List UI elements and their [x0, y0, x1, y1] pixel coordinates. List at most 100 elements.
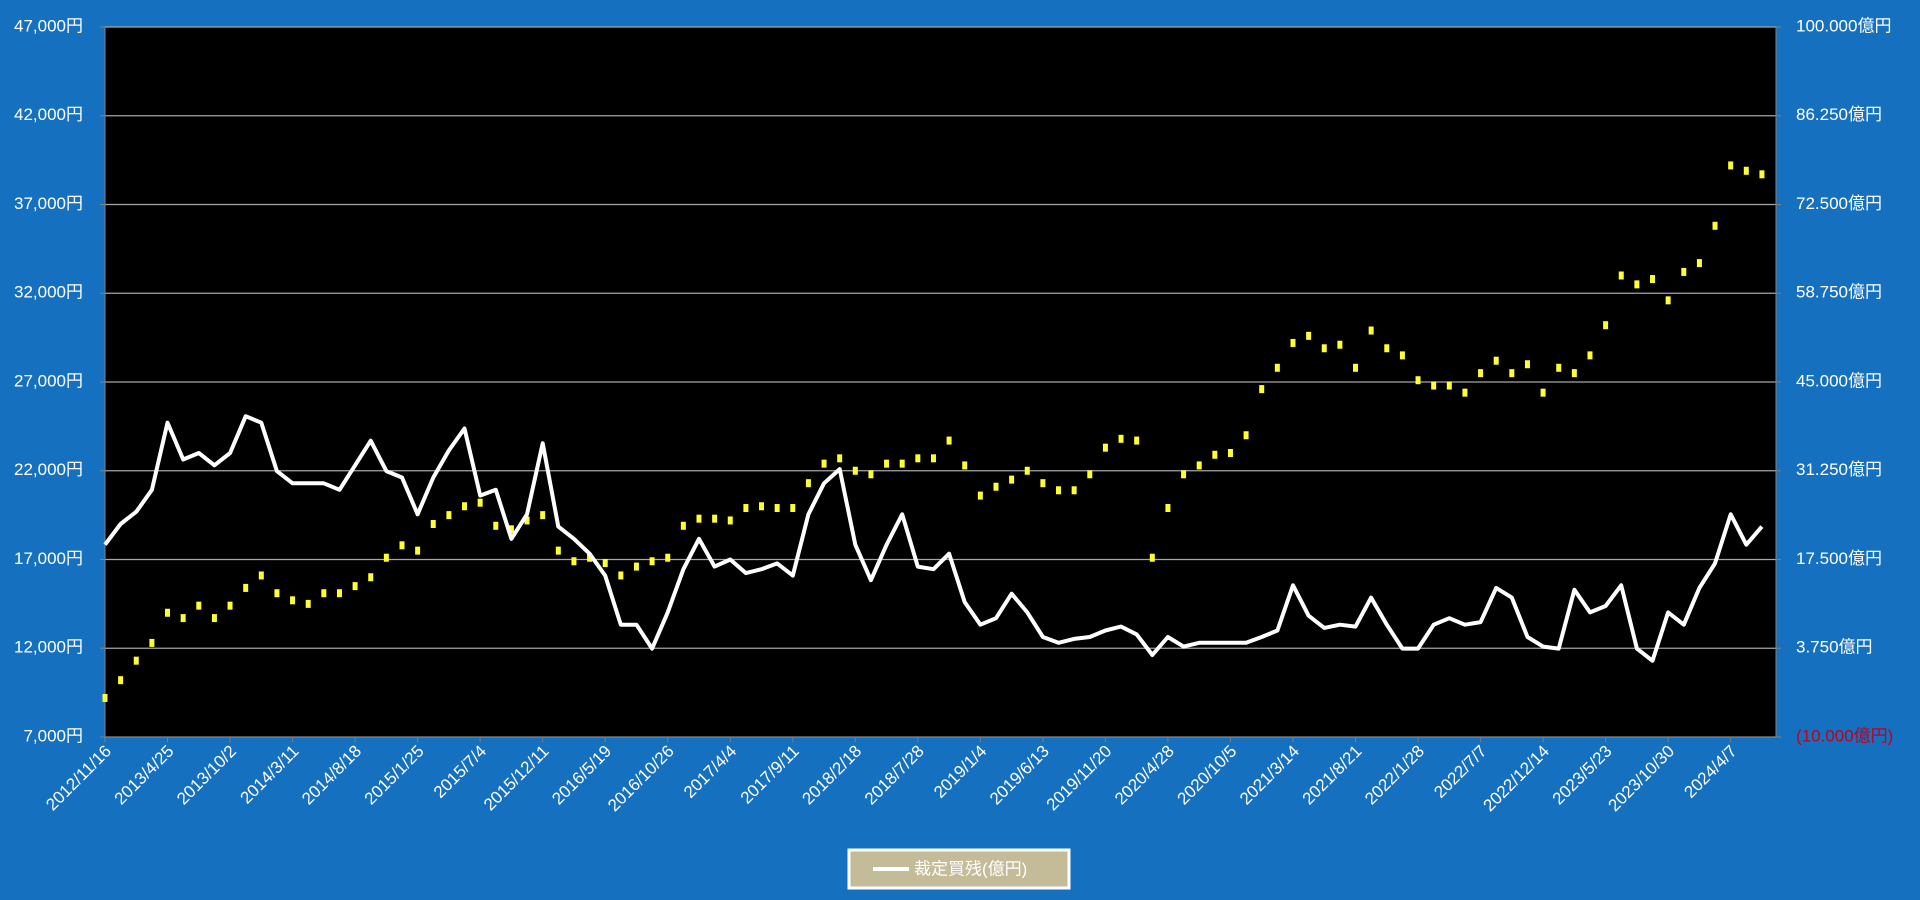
series-point	[1181, 470, 1187, 479]
y-tick-label: 27,000円	[14, 371, 83, 390]
x-tick-label: 2022/12/14	[1479, 742, 1553, 816]
series-point	[1759, 170, 1765, 179]
series-point	[915, 454, 921, 463]
series-point	[805, 479, 811, 488]
x-tick-label: 2021/3/14	[1236, 742, 1303, 809]
y2-tick-label: 100.000億円	[1796, 16, 1891, 35]
series-point	[837, 454, 843, 463]
series-point	[196, 601, 202, 610]
series-point	[1462, 388, 1468, 397]
series-point	[1196, 461, 1202, 470]
series-point	[555, 546, 561, 555]
y-tick-label: 32,000円	[14, 283, 83, 302]
series-point	[1118, 434, 1124, 443]
series-point	[1353, 363, 1359, 372]
series-point	[1384, 344, 1390, 353]
x-tick-label: 2024/4/7	[1680, 742, 1740, 802]
series-point	[899, 459, 905, 468]
series-point	[399, 541, 405, 550]
series-point	[962, 461, 968, 470]
series-point	[1650, 275, 1656, 284]
series-point	[1212, 450, 1218, 459]
series-point	[1134, 436, 1140, 445]
x-tick-label: 2023/10/30	[1605, 742, 1679, 816]
series-point	[696, 514, 702, 523]
series-point	[1102, 443, 1108, 452]
x-tick-label: 2017/9/11	[737, 742, 803, 808]
series-point	[352, 582, 358, 591]
series-point	[743, 504, 749, 513]
series-point	[243, 583, 249, 592]
series-point	[727, 516, 733, 525]
series-point	[290, 596, 296, 605]
series-point	[1071, 486, 1077, 495]
series-point	[587, 553, 593, 562]
series-point	[149, 638, 155, 647]
series-point	[1259, 385, 1265, 394]
legend-label: 裁定買残(億円)	[914, 859, 1027, 878]
x-tick-label: 2013/10/2	[173, 742, 240, 809]
series-point	[446, 511, 452, 520]
series-point	[336, 589, 342, 598]
series-point	[1728, 161, 1734, 170]
series-point	[211, 614, 217, 623]
x-tick-label: 2019/1/4	[930, 742, 990, 802]
series-point	[462, 502, 468, 511]
series-point	[1165, 504, 1171, 513]
series-point	[1290, 338, 1296, 347]
series-point	[540, 511, 546, 520]
series-point	[1571, 369, 1577, 378]
legend-box	[847, 848, 1071, 890]
series-point	[774, 504, 780, 513]
series-point	[790, 504, 796, 513]
series-point	[1243, 431, 1249, 440]
series-point	[1368, 326, 1374, 335]
series-point	[1399, 351, 1405, 360]
series-point	[1306, 331, 1312, 340]
series-point	[1009, 475, 1015, 484]
x-tick-label: 2015/1/25	[361, 742, 428, 809]
series-point	[1540, 388, 1546, 397]
series-point	[524, 516, 530, 525]
series-point	[930, 454, 936, 463]
series-point	[383, 553, 389, 562]
series-point	[1274, 363, 1280, 372]
y-tick-label: 22,000円	[14, 460, 83, 479]
series-point	[1493, 356, 1499, 365]
x-tick-label: 2014/8/18	[298, 742, 365, 809]
y-tick-label: 17,000円	[14, 549, 83, 568]
series-point	[884, 459, 890, 468]
series-point	[1665, 296, 1671, 305]
series-point	[1634, 280, 1640, 289]
y-tick-label: 47,000円	[14, 16, 83, 35]
series-point	[1743, 166, 1749, 175]
series-point	[227, 601, 233, 610]
series-point	[1696, 259, 1702, 268]
x-tick-label: 2016/10/26	[604, 742, 678, 816]
series-point	[571, 557, 577, 566]
series-point	[1415, 376, 1421, 385]
series-point	[133, 656, 139, 665]
y2-tick-label: 3.750億円	[1796, 638, 1873, 657]
series-point	[1446, 381, 1452, 390]
y2-tick-label: 58.750億円	[1796, 283, 1882, 302]
x-tick-label: 2021/8/21	[1299, 742, 1366, 809]
series-point	[477, 498, 483, 507]
series-point	[493, 521, 499, 530]
series-point	[1431, 381, 1437, 390]
series-point	[102, 693, 108, 702]
x-tick-label: 2015/12/11	[480, 742, 553, 815]
series-point	[1618, 271, 1624, 280]
series-point	[180, 614, 186, 623]
y2-tick-label: 45.000億円	[1796, 371, 1882, 390]
series-point	[1087, 470, 1093, 479]
x-tick-label: 2020/4/28	[1111, 742, 1178, 809]
series-point	[1681, 267, 1687, 276]
series-point	[712, 514, 718, 523]
y-tick-label: 42,000円	[14, 105, 83, 124]
x-tick-label: 2023/5/23	[1549, 742, 1616, 809]
series-point	[1227, 449, 1233, 457]
series-point	[993, 482, 999, 491]
series-point	[1478, 369, 1484, 378]
x-tick-label: 2019/6/13	[986, 742, 1053, 809]
